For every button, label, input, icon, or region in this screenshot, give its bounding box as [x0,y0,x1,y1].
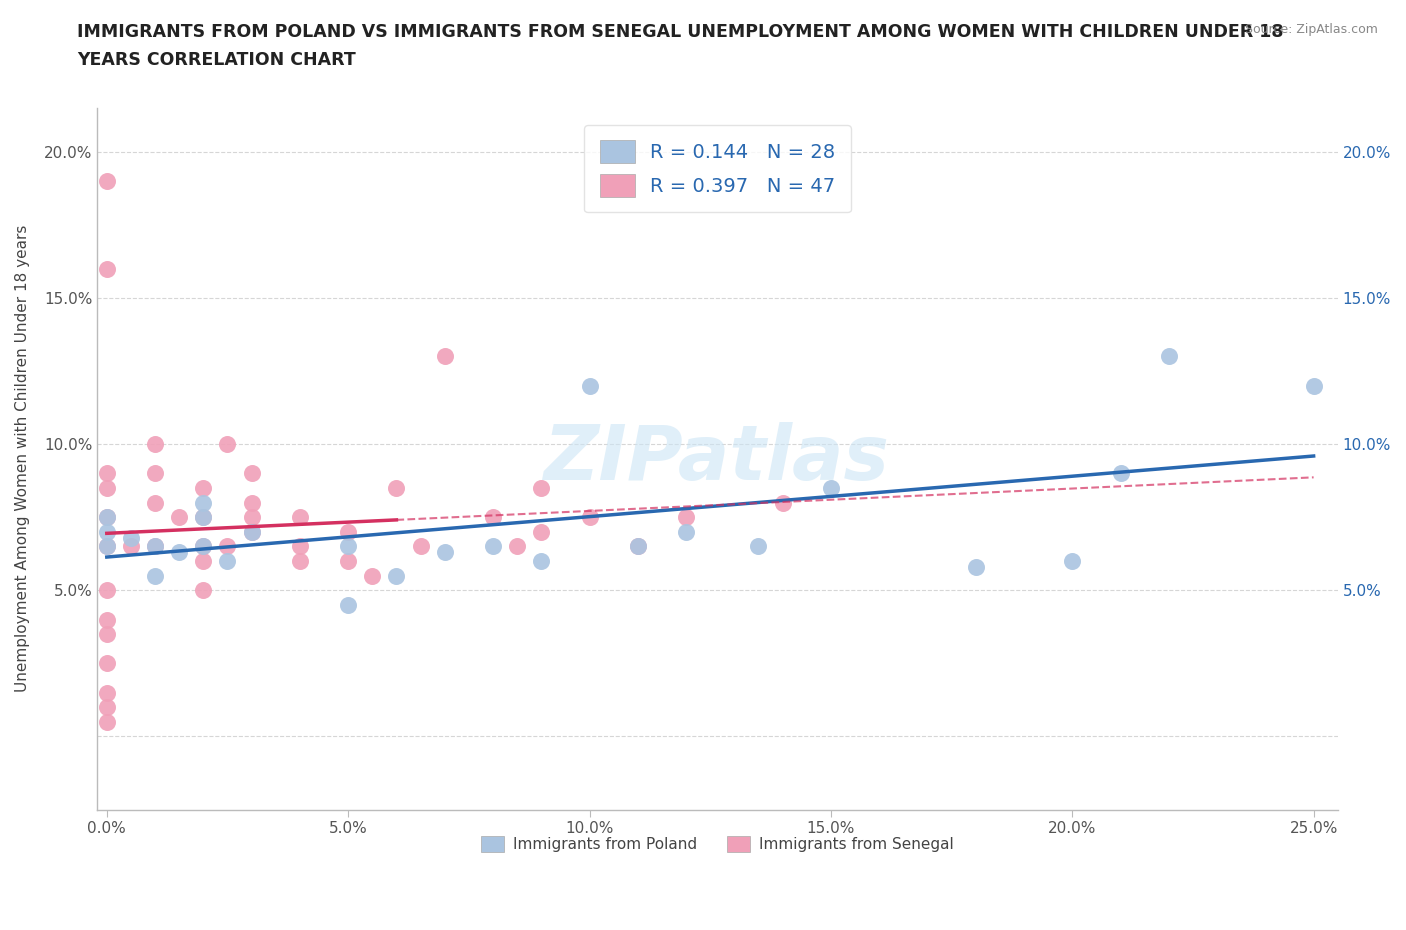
Point [337,539,360,554]
Point [96,583,118,598]
Point [143,539,166,554]
Text: Source: ZipAtlas.com: Source: ZipAtlas.com [1244,23,1378,36]
Point [193,583,215,598]
Point [193,539,215,554]
Point [240,510,263,525]
Point [167,545,190,560]
Point [820,481,842,496]
Point [96,481,118,496]
Point [433,545,456,560]
Point [675,525,697,539]
Point [288,539,311,554]
Point [96,510,118,525]
Point [1109,466,1132,481]
Point [965,560,987,575]
Point [409,539,432,554]
Text: YEARS CORRELATION CHART: YEARS CORRELATION CHART [77,51,356,69]
Point [482,510,505,525]
Point [167,510,190,525]
Point [240,495,263,510]
Point [193,510,215,525]
Point [193,553,215,568]
Point [96,466,118,481]
Point [96,174,118,189]
Point [240,525,263,539]
Point [240,466,263,481]
Point [193,510,215,525]
Point [193,539,215,554]
Point [747,539,769,554]
Point [120,539,142,554]
Point [240,525,263,539]
Point [385,481,408,496]
Point [96,510,118,525]
Point [288,553,311,568]
Point [193,495,215,510]
Point [288,510,311,525]
Point [1157,349,1180,364]
Legend: Immigrants from Poland, Immigrants from Senegal: Immigrants from Poland, Immigrants from … [475,830,960,858]
Point [530,553,553,568]
Point [96,714,118,729]
Point [143,437,166,452]
Point [337,525,360,539]
Point [482,539,505,554]
Point [143,539,166,554]
Point [675,510,697,525]
Point [1062,553,1084,568]
Point [337,553,360,568]
Point [217,553,239,568]
Point [96,539,118,554]
Point [96,656,118,671]
Text: ZIPatlas: ZIPatlas [544,422,890,496]
Point [217,539,239,554]
Point [772,495,794,510]
Point [96,539,118,554]
Point [337,597,360,612]
Point [361,568,384,583]
Point [578,510,600,525]
Y-axis label: Unemployment Among Women with Children Under 18 years: Unemployment Among Women with Children U… [15,225,30,693]
Point [1302,379,1324,393]
Point [96,699,118,714]
Point [578,379,600,393]
Point [96,685,118,700]
Point [193,481,215,496]
Point [217,437,239,452]
Point [96,261,118,276]
Point [506,539,529,554]
Point [120,530,142,545]
Point [627,539,650,554]
Point [530,481,553,496]
Point [385,568,408,583]
Point [627,539,650,554]
Point [143,466,166,481]
Point [96,525,118,539]
Point [143,495,166,510]
Point [96,612,118,627]
Text: IMMIGRANTS FROM POLAND VS IMMIGRANTS FROM SENEGAL UNEMPLOYMENT AMONG WOMEN WITH : IMMIGRANTS FROM POLAND VS IMMIGRANTS FRO… [77,23,1284,41]
Point [530,525,553,539]
Point [143,568,166,583]
Point [433,349,456,364]
Point [96,627,118,642]
